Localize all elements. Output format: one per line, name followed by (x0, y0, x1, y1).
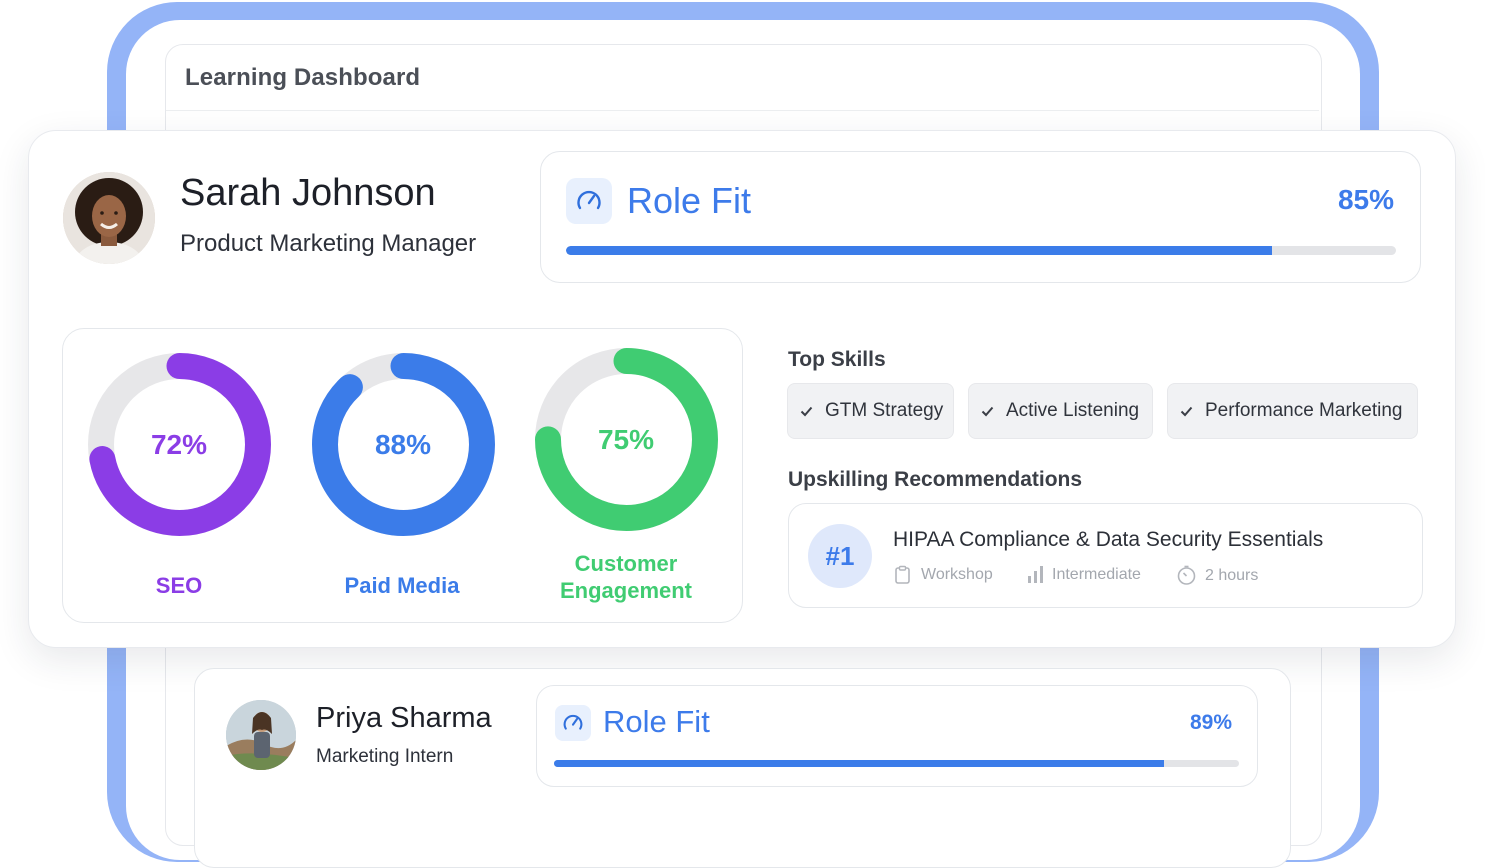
skill-chip[interactable]: Performance Marketing (1167, 383, 1418, 439)
recommendation-title: HIPAA Compliance & Data Security Essenti… (893, 528, 1324, 551)
profile-role: Marketing Intern (316, 746, 454, 767)
skill-chip-label: GTM Strategy (825, 400, 944, 421)
role-fit-progress (566, 246, 1396, 255)
dashboard-title: Learning Dashboard (185, 64, 421, 91)
profile-name: Priya Sharma (316, 702, 492, 734)
rank-badge: #1 (808, 524, 872, 588)
top-skills-title: Top Skills (788, 348, 886, 371)
role-fit-card (536, 685, 1258, 787)
skill-chip-label: Performance Marketing (1205, 400, 1403, 421)
profile-role: Product Marketing Manager (180, 230, 477, 257)
check-icon (981, 406, 994, 417)
skill-chip[interactable]: GTM Strategy (787, 383, 954, 439)
gauge-icon (555, 705, 591, 741)
donut-value-arc (88, 353, 271, 536)
seo-percent: 72% (150, 429, 208, 460)
recommendation-type: Workshop (893, 565, 993, 585)
recommendation-level: Intermediate (1026, 565, 1141, 585)
bar-chart-icon (1028, 566, 1043, 583)
role-fit-progress (554, 760, 1239, 767)
timer-icon (1177, 565, 1196, 585)
customer-engagement-percent: 75% (597, 424, 655, 455)
donut-value-arc (312, 353, 495, 536)
skill-chip[interactable]: Active Listening (968, 383, 1153, 439)
gauge-icon (566, 178, 612, 224)
check-icon (800, 406, 813, 417)
role-fit-percent: 85% (1337, 184, 1394, 215)
upskilling-title: Upskilling Recommendations (788, 468, 1083, 491)
donut-value-arc (535, 348, 718, 531)
customer-engagement-donut (535, 348, 718, 531)
recommendation-duration-label: 2 hours (1205, 566, 1259, 584)
skill-chip-label: Active Listening (1006, 400, 1140, 421)
recommendation-level-label: Intermediate (1052, 566, 1141, 583)
recommendation-type-label: Workshop (921, 566, 993, 583)
seo-label: SEO (155, 573, 203, 598)
customer-engagement-label: Customer Engagement (559, 551, 693, 603)
role-fit-label: Role Fit (603, 704, 710, 739)
role-fit-progress-fill (554, 760, 1164, 767)
role-fit-percent: 89% (1190, 711, 1233, 734)
paid-media-donut (312, 353, 495, 536)
clipboard-icon (895, 565, 910, 584)
avatar (226, 700, 296, 770)
recommendation-duration: 2 hours (1176, 565, 1258, 586)
paid-media-label: Paid Media (344, 573, 460, 598)
profile-name: Sarah Johnson (180, 172, 436, 214)
role-fit-progress-fill (566, 246, 1272, 255)
seo-donut (88, 353, 271, 536)
role-fit-label: Role Fit (627, 180, 752, 221)
check-icon (1180, 406, 1193, 417)
role-fit-card (540, 151, 1421, 283)
paid-media-percent: 88% (374, 429, 432, 460)
recommendation-card[interactable] (788, 503, 1423, 608)
dashboard-divider (166, 110, 1319, 111)
avatar (63, 172, 155, 264)
